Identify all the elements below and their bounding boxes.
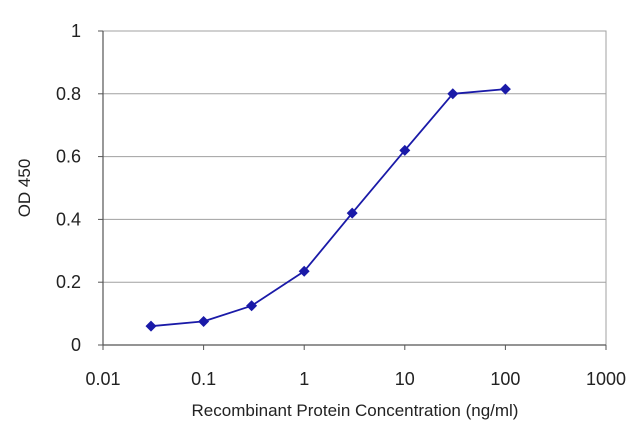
data-point-6 [447, 88, 459, 100]
y-axis-title: OD 450 [15, 159, 34, 218]
series-layer [145, 83, 511, 332]
y-tick-label-2: 0.4 [56, 209, 81, 229]
x-tick-label-3: 10 [395, 369, 415, 389]
x-tick-label-4: 100 [490, 369, 520, 389]
data-point-5 [399, 144, 411, 156]
y-tick-label-5: 1 [71, 21, 81, 41]
y-tick-label-0: 0 [71, 335, 81, 355]
data-point-7 [499, 83, 511, 95]
data-point-0 [145, 320, 157, 332]
y-tick-labels: 0 0.2 0.4 0.6 0.8 1 [56, 21, 81, 355]
x-tick-labels: 0.01 0.1 1 10 100 1000 [85, 369, 626, 389]
axes [98, 30, 607, 350]
data-point-4 [346, 207, 358, 219]
y-tick-label-3: 0.6 [56, 147, 81, 167]
data-point-3 [298, 265, 310, 277]
series-line-0 [150, 88, 506, 328]
x-tick-label-5: 1000 [586, 369, 626, 389]
x-axis-title: Recombinant Protein Concentration (ng/ml… [192, 401, 519, 420]
x-tick-label-1: 0.1 [191, 369, 216, 389]
data-point-2 [246, 300, 258, 312]
data-point-1 [198, 315, 210, 327]
y-tick-label-4: 0.8 [56, 84, 81, 104]
x-tick-label-2: 1 [299, 369, 309, 389]
y-tick-label-1: 0.2 [56, 272, 81, 292]
grid-lines [103, 30, 606, 283]
x-tick-label-0: 0.01 [85, 369, 120, 389]
plot-area [102, 30, 607, 346]
